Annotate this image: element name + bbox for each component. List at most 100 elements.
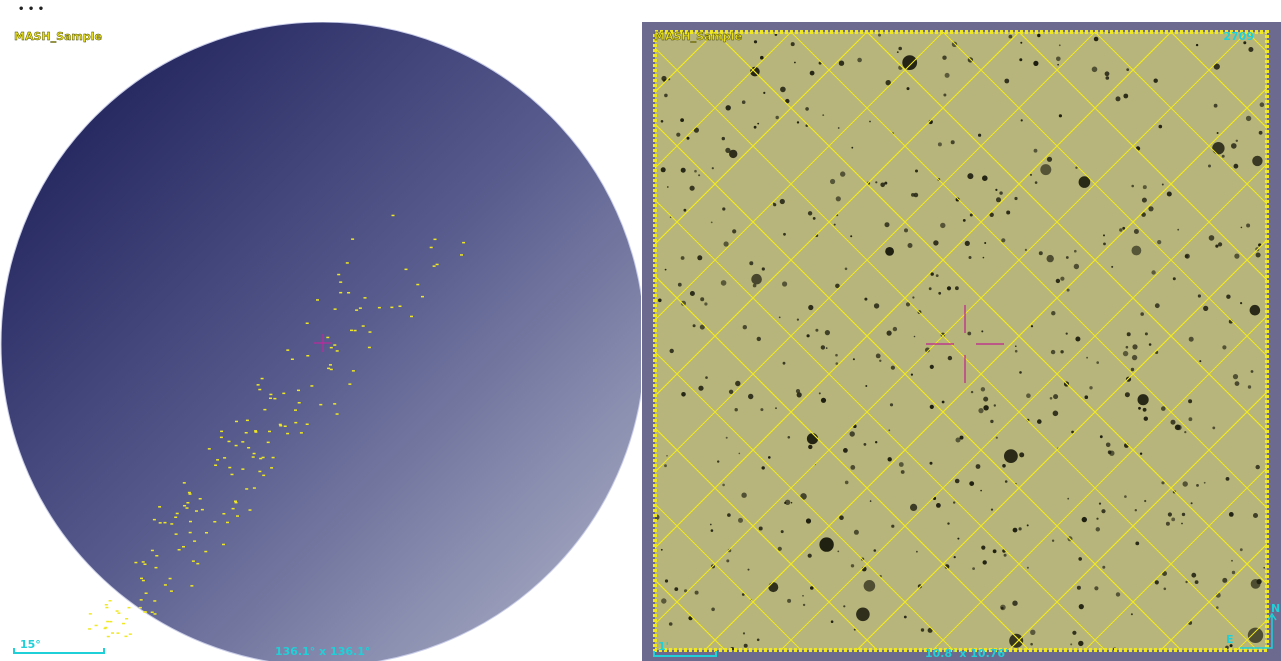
star	[711, 167, 714, 170]
star	[898, 46, 902, 51]
star	[658, 298, 662, 303]
source	[353, 329, 357, 332]
star	[1188, 336, 1194, 342]
star	[743, 643, 748, 648]
star	[704, 302, 708, 306]
star	[1218, 242, 1223, 247]
source	[310, 385, 314, 387]
footprint-edge	[655, 427, 878, 650]
star	[910, 373, 914, 376]
star	[751, 273, 762, 285]
source	[108, 600, 112, 602]
star	[741, 492, 747, 498]
star	[734, 408, 738, 412]
star	[796, 121, 800, 124]
footprint-border	[653, 30, 1269, 652]
star	[937, 142, 942, 147]
left-view[interactable]	[0, 22, 645, 661]
star	[761, 267, 765, 271]
star	[1181, 522, 1183, 525]
source	[248, 509, 252, 511]
star	[1074, 249, 1077, 253]
menu-dots[interactable]: • • •	[18, 4, 44, 15]
source	[339, 291, 343, 294]
star	[925, 347, 930, 353]
star	[760, 408, 764, 412]
star	[787, 598, 792, 603]
star	[1190, 502, 1193, 505]
source	[429, 246, 433, 249]
footprint-edge	[866, 32, 1267, 433]
star	[1050, 349, 1056, 355]
star	[775, 407, 777, 410]
star	[1033, 148, 1038, 153]
star	[783, 232, 786, 236]
star	[1249, 304, 1261, 316]
star	[982, 175, 988, 181]
star	[1181, 512, 1186, 517]
star	[735, 380, 741, 387]
source	[111, 632, 114, 634]
star	[850, 564, 855, 568]
source	[333, 403, 337, 405]
star	[825, 347, 828, 349]
star	[1126, 332, 1131, 337]
star	[1142, 407, 1147, 412]
right-view[interactable]	[0, 22, 1281, 661]
source	[327, 367, 331, 370]
source	[297, 389, 300, 392]
star	[666, 455, 668, 457]
source	[223, 457, 227, 459]
star	[1001, 238, 1006, 243]
star	[1024, 248, 1027, 251]
star	[1070, 643, 1073, 646]
star	[957, 537, 960, 540]
star	[903, 615, 907, 619]
source	[345, 262, 349, 264]
star	[1089, 386, 1093, 390]
star	[906, 87, 910, 91]
source	[260, 377, 264, 380]
source	[182, 546, 185, 548]
star	[1188, 417, 1193, 422]
source	[106, 635, 110, 638]
source	[335, 350, 339, 352]
star	[1101, 509, 1106, 514]
star	[1161, 183, 1164, 186]
sky-disc	[0, 22, 641, 661]
star	[728, 389, 734, 394]
star	[756, 336, 761, 342]
star	[1231, 559, 1233, 562]
star	[1000, 604, 1006, 611]
star	[752, 283, 757, 288]
source	[270, 467, 274, 469]
star	[1158, 124, 1163, 129]
source	[188, 531, 192, 534]
star	[944, 564, 950, 569]
source	[329, 364, 332, 366]
source	[435, 263, 439, 266]
star	[1052, 410, 1059, 417]
star	[904, 228, 908, 233]
star	[782, 361, 786, 365]
source	[252, 487, 256, 489]
source	[358, 307, 362, 309]
source	[169, 590, 173, 592]
star	[835, 283, 840, 289]
source	[141, 561, 145, 563]
star	[898, 65, 903, 70]
star	[1026, 393, 1031, 399]
star	[1255, 252, 1261, 258]
star	[1196, 484, 1199, 487]
star	[1216, 606, 1219, 609]
star	[805, 107, 809, 111]
star	[1139, 452, 1143, 455]
star	[1229, 644, 1233, 648]
star	[1009, 633, 1024, 648]
star	[723, 241, 729, 247]
star	[968, 256, 972, 259]
star	[912, 296, 915, 299]
source	[286, 349, 290, 351]
star	[664, 268, 667, 271]
